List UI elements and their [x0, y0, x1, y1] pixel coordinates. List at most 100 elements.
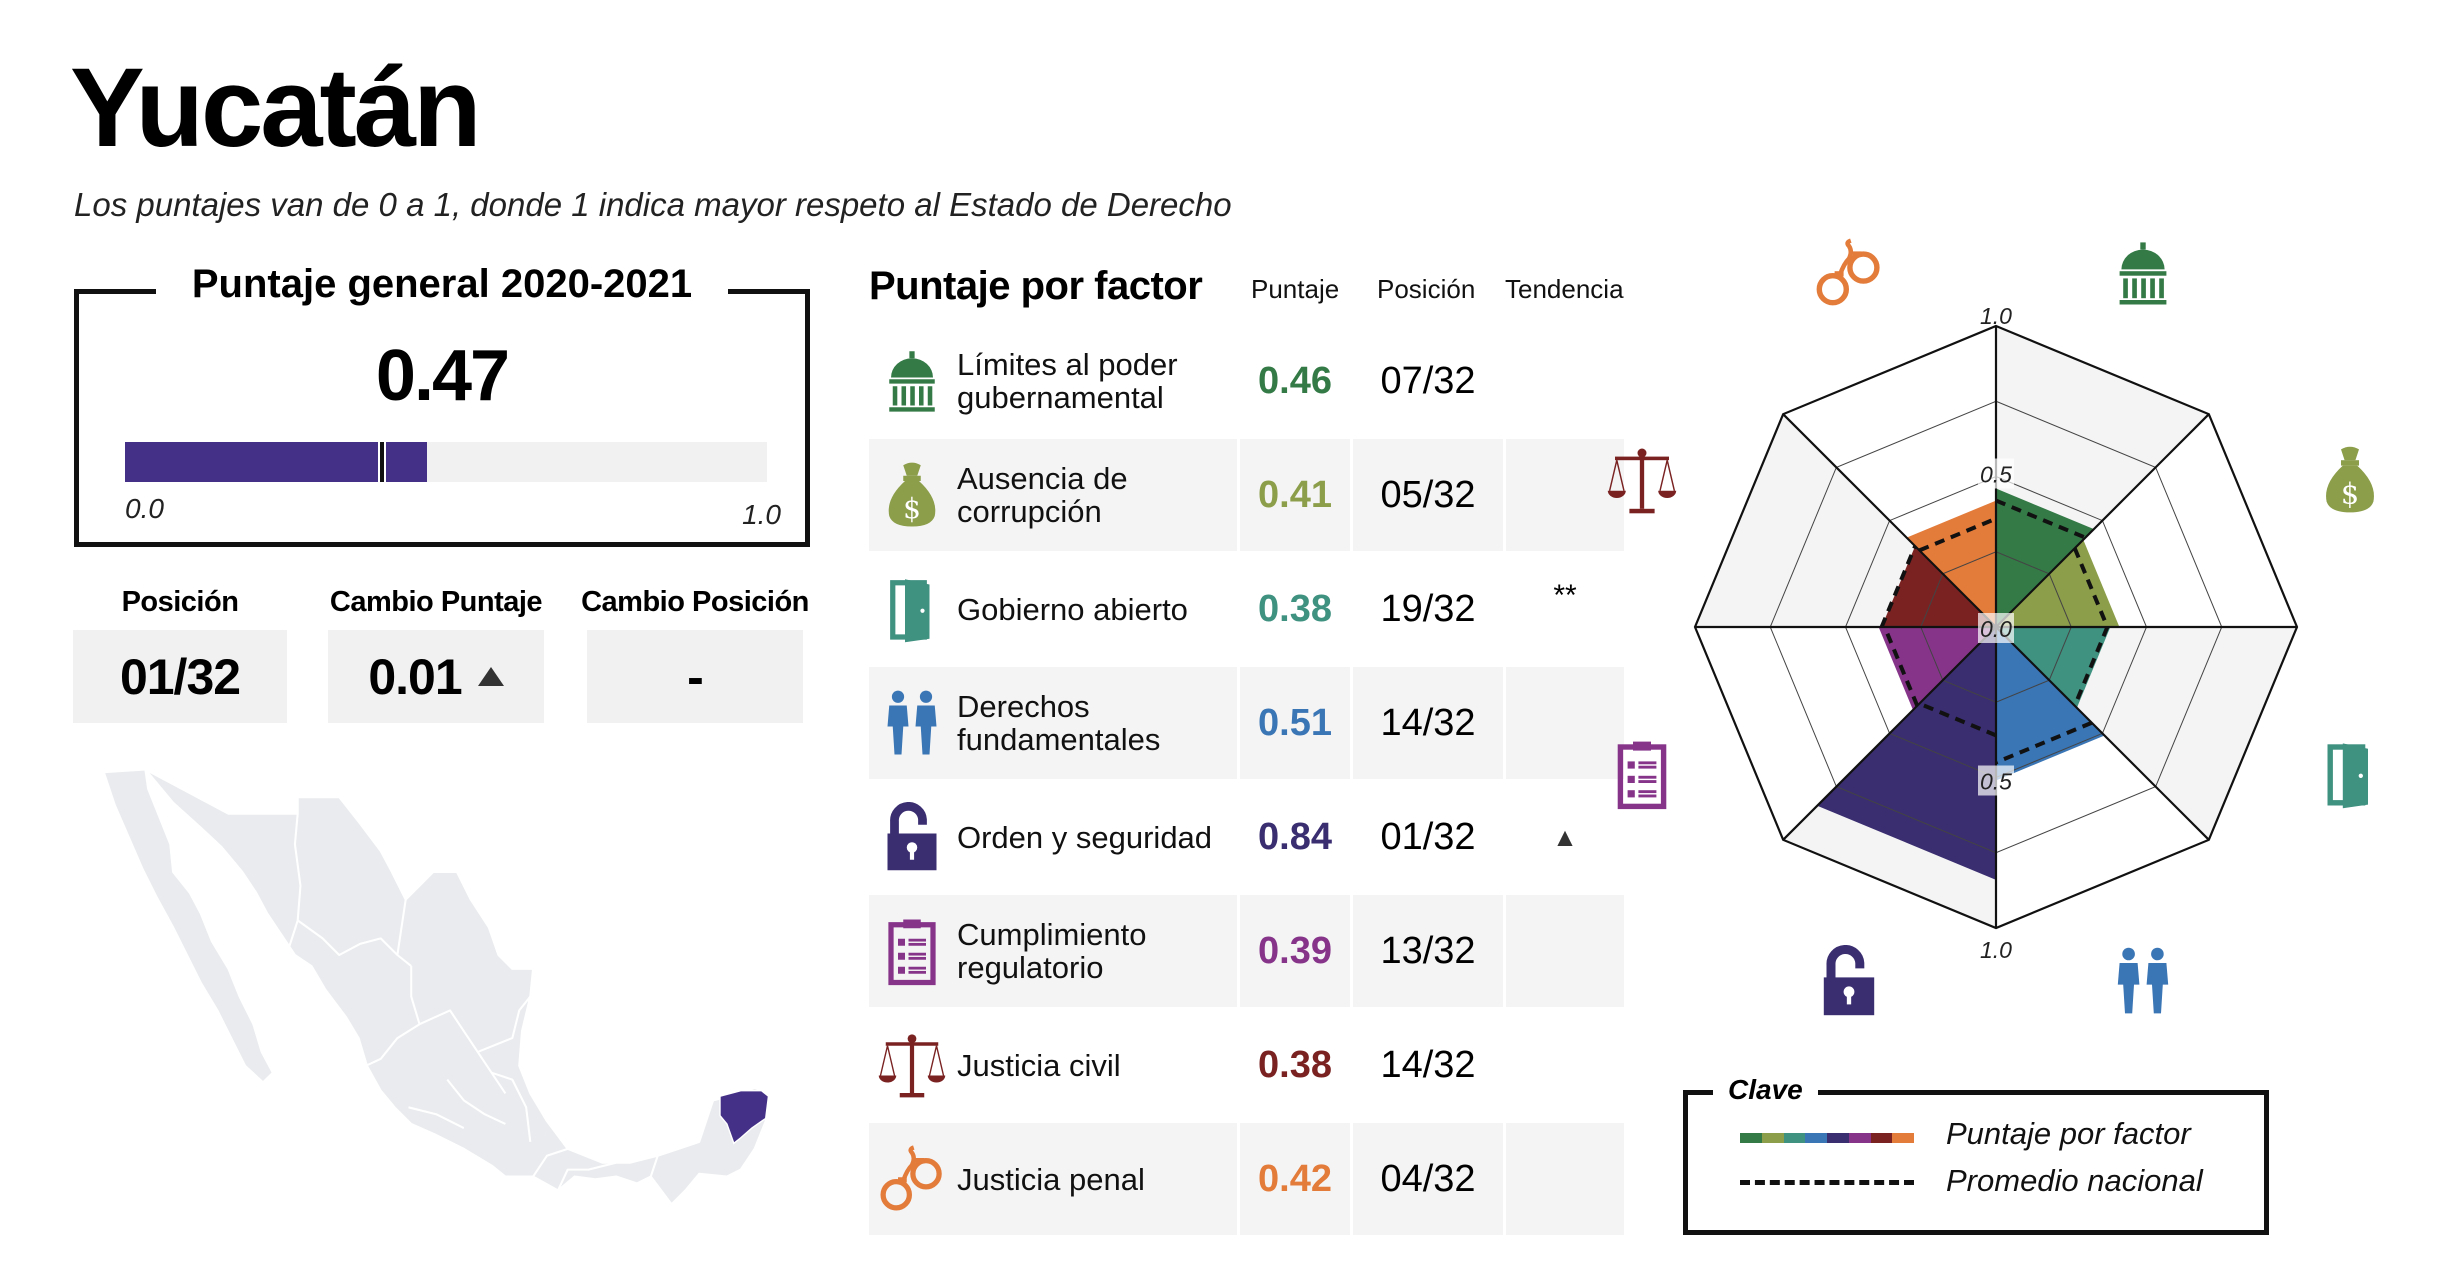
factor-name-cell: $ Ausencia de corrupción	[869, 439, 1237, 551]
clipboard-checklist-icon	[877, 916, 947, 986]
legend: Clave Puntaje por factor Promedio nacion…	[1683, 1074, 2269, 1235]
mexico-map	[102, 768, 770, 1206]
factor-trend: **	[1553, 579, 1577, 612]
column-header-position: Posición	[1377, 274, 1476, 304]
radar-unlocked-padlock-icon	[1813, 944, 1885, 1017]
legend-swatch-factor-colors	[1740, 1133, 1914, 1143]
stat-value-position-change: -	[687, 648, 704, 705]
open-door-icon	[877, 574, 947, 644]
legend-color-segment	[1783, 1133, 1806, 1143]
factor-position: 14/32	[1353, 667, 1503, 779]
radar-factor-wedge	[1881, 546, 1996, 627]
radar-people-icon	[2107, 945, 2179, 1017]
factor-row: Justicia penal 0.42 04/32	[869, 1123, 1624, 1237]
factor-trend	[1506, 325, 1624, 437]
radar-axis	[1782, 626, 1997, 841]
map-state-border	[285, 813, 700, 1191]
column-header-score: Puntaje	[1251, 274, 1340, 304]
factor-score: 0.39	[1240, 895, 1350, 1007]
money-bag-icon: $	[877, 460, 947, 530]
radar-factor-wedge	[1906, 500, 1996, 627]
factor-name: Justicia civil	[957, 1047, 1121, 1083]
factor-row: Límites al poder gubernamental 0.46 07/32	[869, 325, 1624, 439]
map-state	[102, 768, 274, 1084]
scales-of-justice-icon	[877, 1030, 947, 1100]
factor-name: Orden y seguridad	[957, 819, 1213, 855]
factor-name-cell: Justicia civil	[869, 1009, 1237, 1121]
factor-position: 13/32	[1353, 895, 1503, 1007]
legend-color-segment	[1740, 1133, 1762, 1143]
radar-factor-wedge	[1996, 627, 2111, 708]
radar-factor-wedge	[1996, 488, 2094, 627]
map-state	[144, 768, 770, 1206]
unlocked-padlock-icon	[877, 801, 947, 872]
factor-score: 0.51	[1240, 667, 1350, 779]
factor-name: Justicia penal	[957, 1161, 1145, 1197]
legend-title: Clave	[1728, 1074, 1803, 1105]
factor-position: 01/32	[1380, 815, 1476, 858]
radar-national-average-line	[1879, 498, 2110, 765]
factor-name-cell: Orden y seguridad	[869, 781, 1237, 893]
map-state-yucatan	[719, 1090, 770, 1145]
people-icon	[877, 688, 947, 758]
legend-color-segment	[1870, 1133, 1893, 1143]
factor-position: 05/32	[1353, 439, 1503, 551]
radar-factor-wedge	[1996, 539, 2120, 627]
radar-open-door-icon	[2314, 738, 2386, 810]
legend-label-factor-score: Puntaje por factor	[1946, 1116, 2191, 1151]
factor-position: 19/32	[1380, 587, 1476, 630]
factor-name: Cumplimiento regulatorio	[957, 917, 1147, 985]
trend-up-icon: ▲	[1552, 821, 1578, 852]
legend-color-segment	[1848, 1133, 1871, 1143]
radar-axis	[1995, 626, 2210, 841]
radar-clipboard-checklist-icon	[1606, 738, 1678, 810]
trend-up-icon	[477, 667, 504, 686]
overall-score-value: 0.47	[375, 336, 510, 416]
factor-name-cell: Gobierno abierto	[869, 553, 1237, 665]
factor-position: 04/32	[1353, 1123, 1503, 1235]
factor-name-cell: Cumplimiento regulatorio	[869, 895, 1237, 1007]
factor-trend	[1506, 439, 1624, 551]
factor-position: 07/32	[1380, 359, 1476, 402]
mexico-states	[102, 768, 770, 1206]
factor-row: Gobierno abierto 0.38 19/32 **	[869, 553, 1624, 667]
factor-table-heading: Puntaje por factor	[869, 264, 1203, 308]
factor-score: 0.46	[1258, 359, 1332, 402]
legend-border	[1818, 1090, 2269, 1095]
radar-factor-wedge	[1817, 627, 1996, 880]
factor-name: Ausencia de corrupción	[957, 461, 1128, 529]
radar-chart: 1.0 0.5 0.0 0.5 1.0	[1693, 303, 2299, 963]
radar-government-building-icon	[2107, 237, 2179, 309]
factor-row: Derechos fundamentales 0.51 14/32	[869, 667, 1624, 781]
factor-trend	[1506, 667, 1624, 779]
radar-tick-label-bg	[1978, 458, 2014, 489]
stat-value-position: 01/32	[119, 648, 241, 705]
radar-tick-label: 1.0	[1980, 937, 2012, 963]
radar-handcuffs-icon	[1813, 237, 1885, 309]
legend-swatch-national-average	[1740, 1180, 1914, 1185]
factor-position: 14/32	[1380, 1043, 1476, 1086]
stat-label-position: Posición	[121, 586, 239, 618]
factor-trend	[1506, 1123, 1624, 1235]
factor-name: Derechos fundamentales	[957, 689, 1161, 757]
stat-value-score-change: 0.01	[368, 648, 462, 705]
legend-color-segment	[1805, 1133, 1827, 1143]
overall-score-title: Puntaje general 2020-2021	[191, 262, 693, 306]
stat-box-position: 01/32	[73, 630, 287, 723]
radar-tick-label: 0.5	[1980, 769, 2012, 795]
factor-name-cell: Límites al poder gubernamental	[869, 325, 1237, 437]
factor-score: 0.42	[1240, 1123, 1350, 1235]
radar-money-bag-icon: $	[2314, 444, 2386, 516]
factor-row: Cumplimiento regulatorio 0.39 13/32	[869, 895, 1624, 1009]
factor-score: 0.38	[1258, 1043, 1332, 1086]
factor-score: 0.84	[1258, 815, 1332, 858]
handcuffs-icon	[877, 1144, 947, 1214]
factor-name: Gobierno abierto	[957, 591, 1188, 627]
legend-color-segment	[1827, 1133, 1849, 1143]
overall-score-bar	[125, 442, 767, 482]
panel-border	[728, 289, 810, 294]
radar-tick-label: 0.5	[1980, 462, 2012, 488]
factor-name-cell: Justicia penal	[869, 1123, 1237, 1235]
factor-score: 0.41	[1240, 439, 1350, 551]
radar-tick-label: 1.0	[1980, 303, 2012, 329]
